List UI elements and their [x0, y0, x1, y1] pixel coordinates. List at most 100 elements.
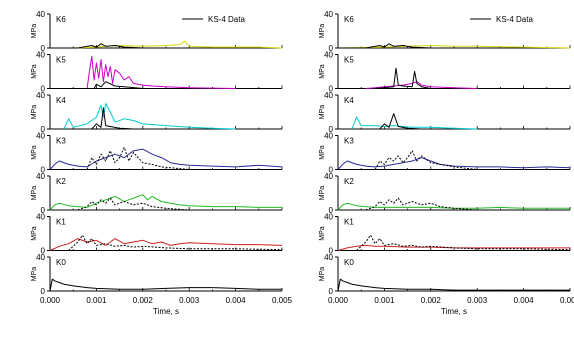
y-axis-label: MPa [31, 226, 38, 241]
x-tick-label: 0.001 [86, 296, 107, 305]
y-tick-label: 40 [36, 253, 45, 262]
y-tick-label: 0 [329, 85, 334, 94]
panel-label: K3 [56, 137, 66, 146]
y-tick-label: 0 [41, 85, 46, 94]
y-tick-label: 40 [324, 213, 333, 222]
chart-1: 040MPaK6040MPaK5040MPaK4040MPaK3040MPaK2… [31, 10, 293, 316]
x-axis-label: Time, s [153, 307, 179, 316]
panel-k6: 0 40 MPa K6 [319, 10, 571, 53]
y-axis-label: MPa [31, 267, 38, 282]
series-line-ks4 [338, 43, 431, 49]
y-axis-label: MPa [319, 267, 326, 282]
panel-label: K1 [56, 218, 66, 227]
series-line-model [337, 157, 571, 170]
y-tick-label: 40 [36, 51, 45, 60]
series-line-ks4 [68, 234, 283, 251]
y-tick-label: 0 [41, 44, 46, 53]
y-tick-label: 0 [329, 166, 334, 175]
y-tick-label: 0 [41, 206, 46, 215]
x-axis-label: Time, s [441, 307, 467, 316]
series-line-model [337, 45, 571, 49]
y-tick-label: 0 [329, 44, 334, 53]
x-tick-label: 0.003 [179, 296, 200, 305]
x-tick-label: 0.000 [328, 296, 349, 305]
x-tick-label: 0.003 [467, 296, 488, 305]
y-tick-label: 40 [324, 91, 333, 100]
panel-k0: 0 40 MPa K0 [31, 253, 283, 296]
panel-label: K5 [344, 56, 354, 65]
panel-k2: 0 40 MPa K2 [319, 172, 571, 215]
series-line-model [50, 40, 283, 49]
legend: KS-4 Data [470, 15, 533, 24]
y-tick-label: 0 [329, 287, 334, 296]
series-line-ks4 [50, 43, 143, 49]
series-line-ks4 [82, 81, 143, 89]
y-tick-label: 0 [329, 125, 334, 134]
series-line-model [63, 103, 236, 130]
series-line-model [49, 148, 283, 170]
panel-k4: 0 40 MPa K4 [31, 91, 283, 134]
y-tick-label: 40 [36, 213, 45, 222]
series-line-model [351, 116, 478, 130]
y-axis-label: MPa [31, 64, 38, 79]
y-axis-label: MPa [319, 145, 326, 160]
y-tick-label: 0 [41, 125, 46, 134]
y-axis-label: MPa [31, 105, 38, 120]
series-line-model [365, 81, 478, 89]
y-axis-label: MPa [319, 64, 326, 79]
series-line-model [337, 202, 570, 211]
panel-label: K2 [344, 177, 354, 186]
series-line-model [337, 278, 570, 292]
y-tick-label: 0 [41, 247, 46, 256]
panel-k2: 0 40 MPa K2 [31, 172, 283, 215]
panel-label: K6 [56, 15, 66, 24]
legend-label: KS-4 Data [208, 15, 245, 24]
y-tick-label: 0 [41, 166, 46, 175]
y-tick-label: 40 [324, 51, 333, 60]
y-axis-label: MPa [319, 186, 326, 201]
panel-label: K1 [344, 218, 354, 227]
x-tick-label: 0.002 [133, 296, 154, 305]
series-line-ks4 [374, 150, 478, 170]
y-axis-label: MPa [319, 226, 326, 241]
panel-k5: 0 40 MPa K5 [31, 51, 283, 94]
panel-k1: 0 40 MPa K1 [31, 213, 283, 256]
y-tick-label: 40 [36, 10, 45, 19]
series-line-model [49, 194, 282, 211]
y-tick-label: 40 [36, 172, 45, 181]
series-line-ks4 [91, 107, 134, 130]
x-tick-label: 0.002 [421, 296, 442, 305]
series-line-ks4 [375, 67, 431, 89]
series-line-ks4 [365, 197, 478, 211]
legend: KS-4 Data [182, 15, 245, 24]
panel-k4: 0 40 MPa K4 [319, 91, 571, 134]
series-line-ks4 [379, 113, 422, 130]
x-tick-label: 0.004 [226, 296, 247, 305]
panel-k5: 0 40 MPa K5 [319, 51, 571, 94]
panel-label: K4 [344, 96, 354, 105]
series-line-model [49, 278, 282, 292]
y-tick-label: 0 [329, 206, 334, 215]
legend-label: KS-4 Data [496, 15, 533, 24]
panel-label: K5 [56, 56, 66, 65]
series-line-ks4 [86, 146, 190, 170]
y-axis-label: MPa [31, 145, 38, 160]
y-tick-label: 40 [324, 172, 333, 181]
y-axis-label: MPa [319, 105, 326, 120]
y-tick-label: 40 [324, 253, 333, 262]
series-line-model [86, 55, 236, 89]
series-line-ks4 [356, 234, 571, 251]
panel-k3: 0 40 MPa K3 [31, 132, 283, 175]
panel-label: K0 [56, 258, 66, 267]
panel-k0: 0 40 MPa K0 [319, 253, 571, 296]
panel-k3: 0 40 MPa K3 [319, 132, 571, 175]
y-tick-label: 40 [324, 10, 333, 19]
y-tick-label: 40 [36, 91, 45, 100]
y-tick-label: 40 [324, 132, 333, 141]
y-tick-label: 0 [41, 287, 46, 296]
panel-label: K4 [56, 96, 66, 105]
panel-label: K0 [344, 258, 354, 267]
y-tick-label: 40 [36, 132, 45, 141]
panel-label: K3 [344, 137, 354, 146]
